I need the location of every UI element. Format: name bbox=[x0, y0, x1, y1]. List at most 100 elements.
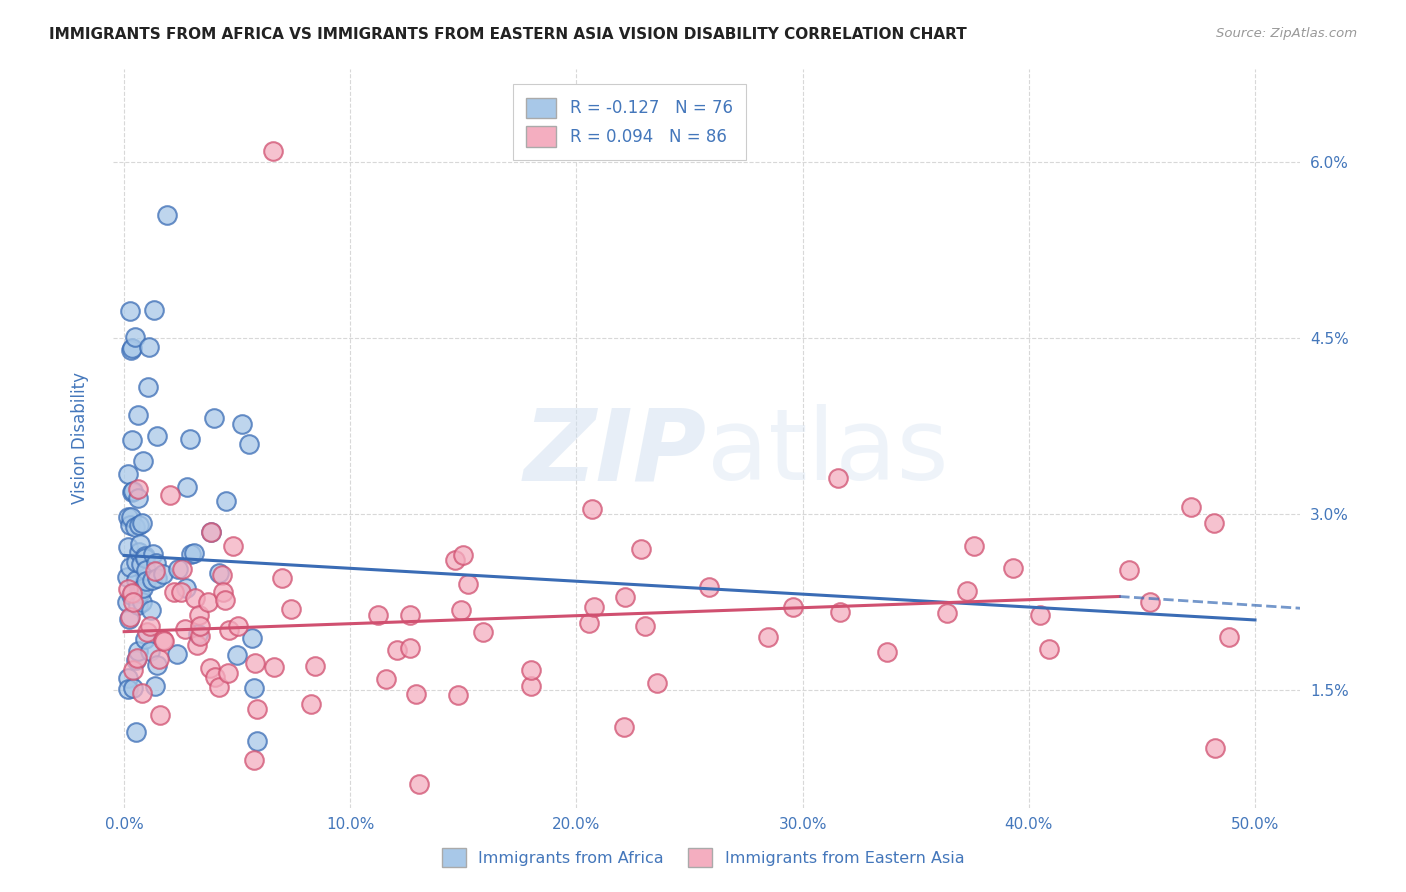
Legend: Immigrants from Africa, Immigrants from Eastern Asia: Immigrants from Africa, Immigrants from … bbox=[433, 839, 973, 875]
Point bbox=[138, 340, 160, 354]
Point bbox=[142, 303, 165, 318]
Point bbox=[152, 634, 174, 648]
Point bbox=[176, 480, 198, 494]
Point bbox=[152, 633, 174, 648]
Point bbox=[174, 623, 197, 637]
Point bbox=[156, 208, 179, 222]
Point bbox=[127, 598, 149, 612]
Point bbox=[148, 651, 170, 665]
Point bbox=[127, 644, 149, 658]
Point bbox=[782, 600, 804, 615]
Point bbox=[146, 429, 169, 443]
Point bbox=[876, 645, 898, 659]
Point bbox=[202, 411, 225, 425]
Point bbox=[578, 615, 600, 630]
Point bbox=[118, 304, 141, 318]
Point bbox=[240, 631, 263, 645]
Point bbox=[170, 585, 193, 599]
Point bbox=[238, 437, 260, 451]
Point bbox=[204, 670, 226, 684]
Point bbox=[208, 566, 231, 580]
Point bbox=[1204, 516, 1226, 531]
Point bbox=[180, 547, 202, 561]
Point bbox=[188, 629, 211, 643]
Point bbox=[118, 610, 141, 624]
Point bbox=[128, 545, 150, 559]
Point bbox=[200, 524, 222, 539]
Point bbox=[129, 557, 152, 571]
Point bbox=[963, 539, 986, 553]
Point bbox=[450, 603, 472, 617]
Point bbox=[634, 619, 657, 633]
Point bbox=[243, 656, 266, 670]
Point bbox=[186, 638, 208, 652]
Point bbox=[120, 343, 142, 357]
Point bbox=[132, 581, 155, 595]
Point bbox=[301, 697, 323, 711]
Point bbox=[226, 648, 249, 662]
Point bbox=[124, 330, 146, 344]
Point bbox=[375, 673, 398, 687]
Point bbox=[117, 467, 139, 481]
Point bbox=[122, 681, 145, 695]
Point bbox=[118, 612, 141, 626]
Point bbox=[214, 493, 236, 508]
Point bbox=[179, 432, 201, 446]
Point bbox=[141, 574, 163, 588]
Y-axis label: Vision Disability: Vision Disability bbox=[72, 372, 89, 504]
Point bbox=[117, 681, 139, 696]
Point bbox=[612, 720, 634, 734]
Point bbox=[214, 593, 236, 607]
Point bbox=[115, 594, 138, 608]
Point bbox=[367, 607, 389, 622]
Point bbox=[520, 663, 543, 677]
Point bbox=[163, 585, 186, 599]
Point bbox=[935, 607, 957, 621]
Point bbox=[117, 582, 139, 597]
Point bbox=[131, 454, 153, 468]
Point bbox=[211, 568, 233, 582]
Point bbox=[221, 539, 243, 553]
Point bbox=[129, 586, 152, 600]
Point bbox=[115, 570, 138, 584]
Point bbox=[184, 591, 207, 606]
Point bbox=[451, 549, 474, 563]
Point bbox=[121, 434, 143, 448]
Point bbox=[457, 577, 479, 591]
Point bbox=[121, 586, 143, 600]
Point bbox=[190, 618, 212, 632]
Point bbox=[198, 661, 221, 675]
Point bbox=[200, 524, 222, 539]
Point bbox=[145, 571, 167, 585]
Point bbox=[183, 546, 205, 560]
Point bbox=[124, 573, 146, 587]
Point bbox=[172, 562, 194, 576]
Point bbox=[136, 380, 159, 394]
Point bbox=[519, 679, 541, 693]
Text: Source: ZipAtlas.com: Source: ZipAtlas.com bbox=[1216, 27, 1357, 40]
Point bbox=[134, 550, 156, 565]
Point bbox=[134, 632, 156, 646]
Point bbox=[127, 491, 149, 505]
Point bbox=[159, 488, 181, 502]
Point bbox=[129, 537, 152, 551]
Point bbox=[121, 485, 143, 500]
Point bbox=[212, 585, 235, 599]
Point bbox=[1139, 595, 1161, 609]
Point bbox=[166, 648, 188, 662]
Point bbox=[1218, 630, 1240, 644]
Point bbox=[699, 580, 721, 594]
Point bbox=[1001, 561, 1024, 575]
Point bbox=[263, 660, 285, 674]
Point bbox=[218, 623, 240, 637]
Point bbox=[145, 556, 167, 570]
Point bbox=[117, 540, 139, 554]
Point bbox=[471, 624, 494, 639]
Point bbox=[152, 567, 174, 582]
Point bbox=[120, 560, 142, 574]
Point bbox=[149, 708, 172, 723]
Point bbox=[1038, 641, 1060, 656]
Point bbox=[128, 517, 150, 532]
Point bbox=[131, 686, 153, 700]
Point bbox=[117, 510, 139, 524]
